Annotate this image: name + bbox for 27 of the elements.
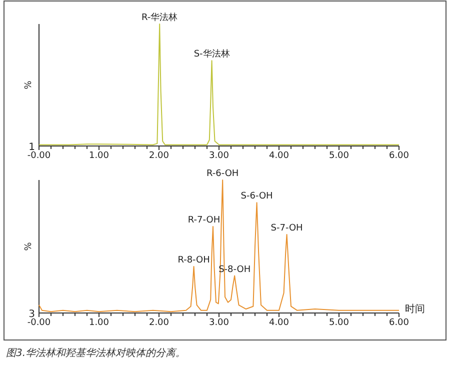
x-axis-title: 时间 <box>405 303 425 315</box>
x-tick-label: 5.00 <box>328 318 350 328</box>
x-tick-label: 1.00 <box>88 318 110 328</box>
annotation: R-8-OH <box>178 255 210 266</box>
annotation: R-华法林 <box>142 12 178 23</box>
x-tick-label: 2.00 <box>148 151 170 161</box>
x-tick-label: 5.00 <box>328 151 350 161</box>
x-tick-label: 4.00 <box>268 151 290 161</box>
annotation: S-6-OH <box>240 192 273 202</box>
x-tick-label: 6.00 <box>388 318 410 328</box>
y-axis-title: % <box>24 242 34 251</box>
x-tick-label: -0.00 <box>27 151 51 161</box>
caption: 图3.华法林和羟基华法林对映体的分离。 <box>6 347 186 359</box>
x-tick-label: 3.00 <box>208 151 230 161</box>
text: 3 <box>28 309 35 320</box>
x-tick-label: 4.00 <box>268 318 290 328</box>
x-tick-label: 6.00 <box>388 151 410 161</box>
x-tick-label: -0.00 <box>27 318 51 328</box>
annotation: R-6-OH <box>206 169 239 179</box>
y-axis-title: % <box>24 80 34 90</box>
annotation: S-华法林 <box>194 48 230 60</box>
annotation: S-7-OH <box>270 224 303 234</box>
x-tick-label: 3.00 <box>208 318 230 328</box>
x-tick-label: 2.00 <box>148 318 170 328</box>
x-tick-label: 1.00 <box>88 151 110 161</box>
annotation: R-7-OH <box>188 216 220 226</box>
text: 1 <box>28 142 35 153</box>
